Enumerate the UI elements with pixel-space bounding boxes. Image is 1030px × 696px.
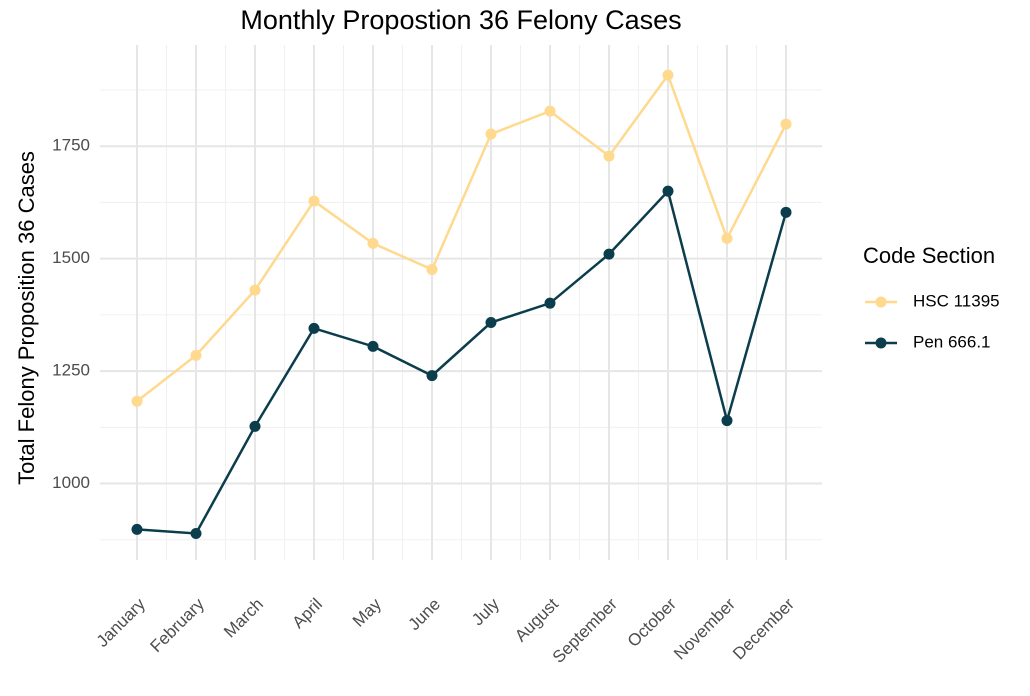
data-point: [544, 105, 556, 117]
y-axis-title: Total Felony Proposition 36 Cases: [14, 151, 39, 485]
x-tick-label: June: [404, 595, 444, 635]
x-tick-label: October: [624, 594, 680, 650]
data-point: [721, 232, 733, 244]
data-point: [780, 118, 792, 130]
data-point: [249, 284, 261, 296]
y-tick-label: 1250: [52, 361, 90, 380]
legend-label: Pen 666.1: [913, 332, 991, 351]
data-point: [485, 128, 497, 140]
data-point: [190, 527, 202, 539]
x-tick-label: December: [729, 594, 798, 663]
data-point: [485, 317, 497, 329]
data-point: [721, 415, 733, 427]
data-point: [780, 206, 792, 218]
data-point: [190, 349, 202, 361]
x-tick-label: August: [511, 594, 562, 645]
data-point: [426, 370, 438, 382]
series-line: [136, 72, 788, 403]
data-point: [308, 322, 320, 334]
series-line: [136, 188, 788, 535]
x-tick-label: September: [549, 594, 621, 666]
legend-swatch-point: [875, 337, 887, 349]
data-point: [544, 297, 556, 309]
y-tick-label: 1750: [52, 136, 90, 155]
data-point: [603, 248, 615, 260]
x-tick-label: February: [146, 594, 208, 656]
data-point: [662, 69, 674, 81]
data-point: [131, 395, 143, 407]
x-tick-label: April: [289, 595, 326, 632]
y-tick-label: 1500: [52, 248, 90, 267]
data-point: [662, 185, 674, 197]
grid: [100, 45, 822, 560]
x-tick-label: November: [670, 594, 739, 663]
data-point: [367, 237, 379, 249]
data-point: [249, 420, 261, 432]
data-point: [367, 340, 379, 352]
y-tick-label: 1000: [52, 473, 90, 492]
data-point: [131, 523, 143, 535]
legend-title: Code Section: [863, 243, 995, 268]
legend-label: HSC 11395: [913, 291, 1000, 310]
data-point: [308, 195, 320, 207]
x-tick-label: May: [349, 594, 385, 630]
legend-swatch-point: [875, 296, 887, 308]
data-point: [603, 150, 615, 162]
x-tick-label: January: [93, 594, 150, 651]
chart-title: Monthly Propostion 36 Felony Cases: [240, 5, 681, 35]
x-tick-label: March: [220, 595, 267, 642]
data-point: [426, 263, 438, 275]
x-tick-label: July: [468, 594, 503, 629]
